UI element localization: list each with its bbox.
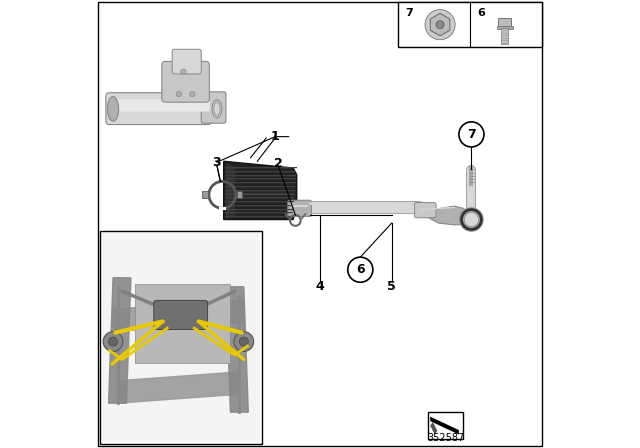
Polygon shape — [430, 417, 459, 435]
Bar — [497, 26, 513, 29]
Polygon shape — [219, 207, 226, 210]
Text: 6: 6 — [356, 263, 365, 276]
FancyBboxPatch shape — [162, 61, 209, 102]
Circle shape — [348, 257, 373, 282]
FancyBboxPatch shape — [288, 200, 312, 216]
Ellipse shape — [212, 100, 222, 118]
Text: 5: 5 — [387, 280, 396, 293]
Ellipse shape — [214, 103, 220, 115]
Circle shape — [189, 91, 195, 97]
Polygon shape — [225, 212, 293, 214]
Polygon shape — [109, 278, 131, 403]
Polygon shape — [430, 13, 450, 36]
Polygon shape — [118, 372, 239, 403]
Circle shape — [436, 21, 444, 29]
Polygon shape — [225, 178, 296, 179]
Polygon shape — [430, 422, 437, 435]
Polygon shape — [225, 171, 296, 172]
FancyBboxPatch shape — [154, 301, 207, 330]
Circle shape — [180, 69, 186, 74]
Circle shape — [234, 332, 253, 352]
Polygon shape — [225, 205, 294, 206]
Polygon shape — [225, 186, 295, 187]
Bar — [202, 191, 207, 198]
Bar — [237, 191, 243, 198]
Circle shape — [109, 337, 118, 346]
FancyBboxPatch shape — [108, 99, 210, 112]
Text: 7: 7 — [467, 128, 476, 141]
Ellipse shape — [108, 96, 118, 121]
Polygon shape — [225, 197, 294, 198]
Polygon shape — [225, 201, 294, 202]
Polygon shape — [225, 209, 294, 210]
Bar — [398, 2, 541, 47]
Text: 352587: 352587 — [427, 433, 464, 443]
Polygon shape — [226, 287, 248, 412]
Polygon shape — [225, 190, 295, 191]
Text: 2: 2 — [275, 157, 283, 170]
Bar — [102, 233, 260, 441]
Circle shape — [460, 208, 483, 231]
Bar — [100, 231, 262, 444]
Text: 7: 7 — [405, 9, 413, 18]
Text: 6: 6 — [477, 9, 484, 18]
Polygon shape — [225, 167, 297, 168]
FancyBboxPatch shape — [202, 92, 226, 123]
Polygon shape — [226, 164, 235, 217]
Bar — [502, 28, 508, 44]
Text: 3: 3 — [212, 155, 221, 169]
Circle shape — [459, 122, 484, 147]
Polygon shape — [225, 182, 296, 183]
Polygon shape — [225, 216, 293, 217]
Circle shape — [103, 332, 123, 352]
FancyBboxPatch shape — [172, 49, 202, 74]
FancyBboxPatch shape — [106, 93, 212, 125]
Bar — [428, 412, 463, 439]
FancyBboxPatch shape — [415, 202, 436, 218]
Bar — [498, 18, 511, 27]
Circle shape — [239, 337, 248, 346]
Polygon shape — [225, 175, 296, 176]
Circle shape — [176, 91, 182, 97]
Polygon shape — [418, 206, 472, 225]
Circle shape — [464, 212, 479, 227]
Bar — [136, 284, 230, 363]
Polygon shape — [113, 300, 244, 332]
Text: 1: 1 — [271, 130, 280, 143]
Text: 4: 4 — [316, 280, 324, 293]
Polygon shape — [224, 161, 297, 220]
Circle shape — [425, 9, 455, 40]
